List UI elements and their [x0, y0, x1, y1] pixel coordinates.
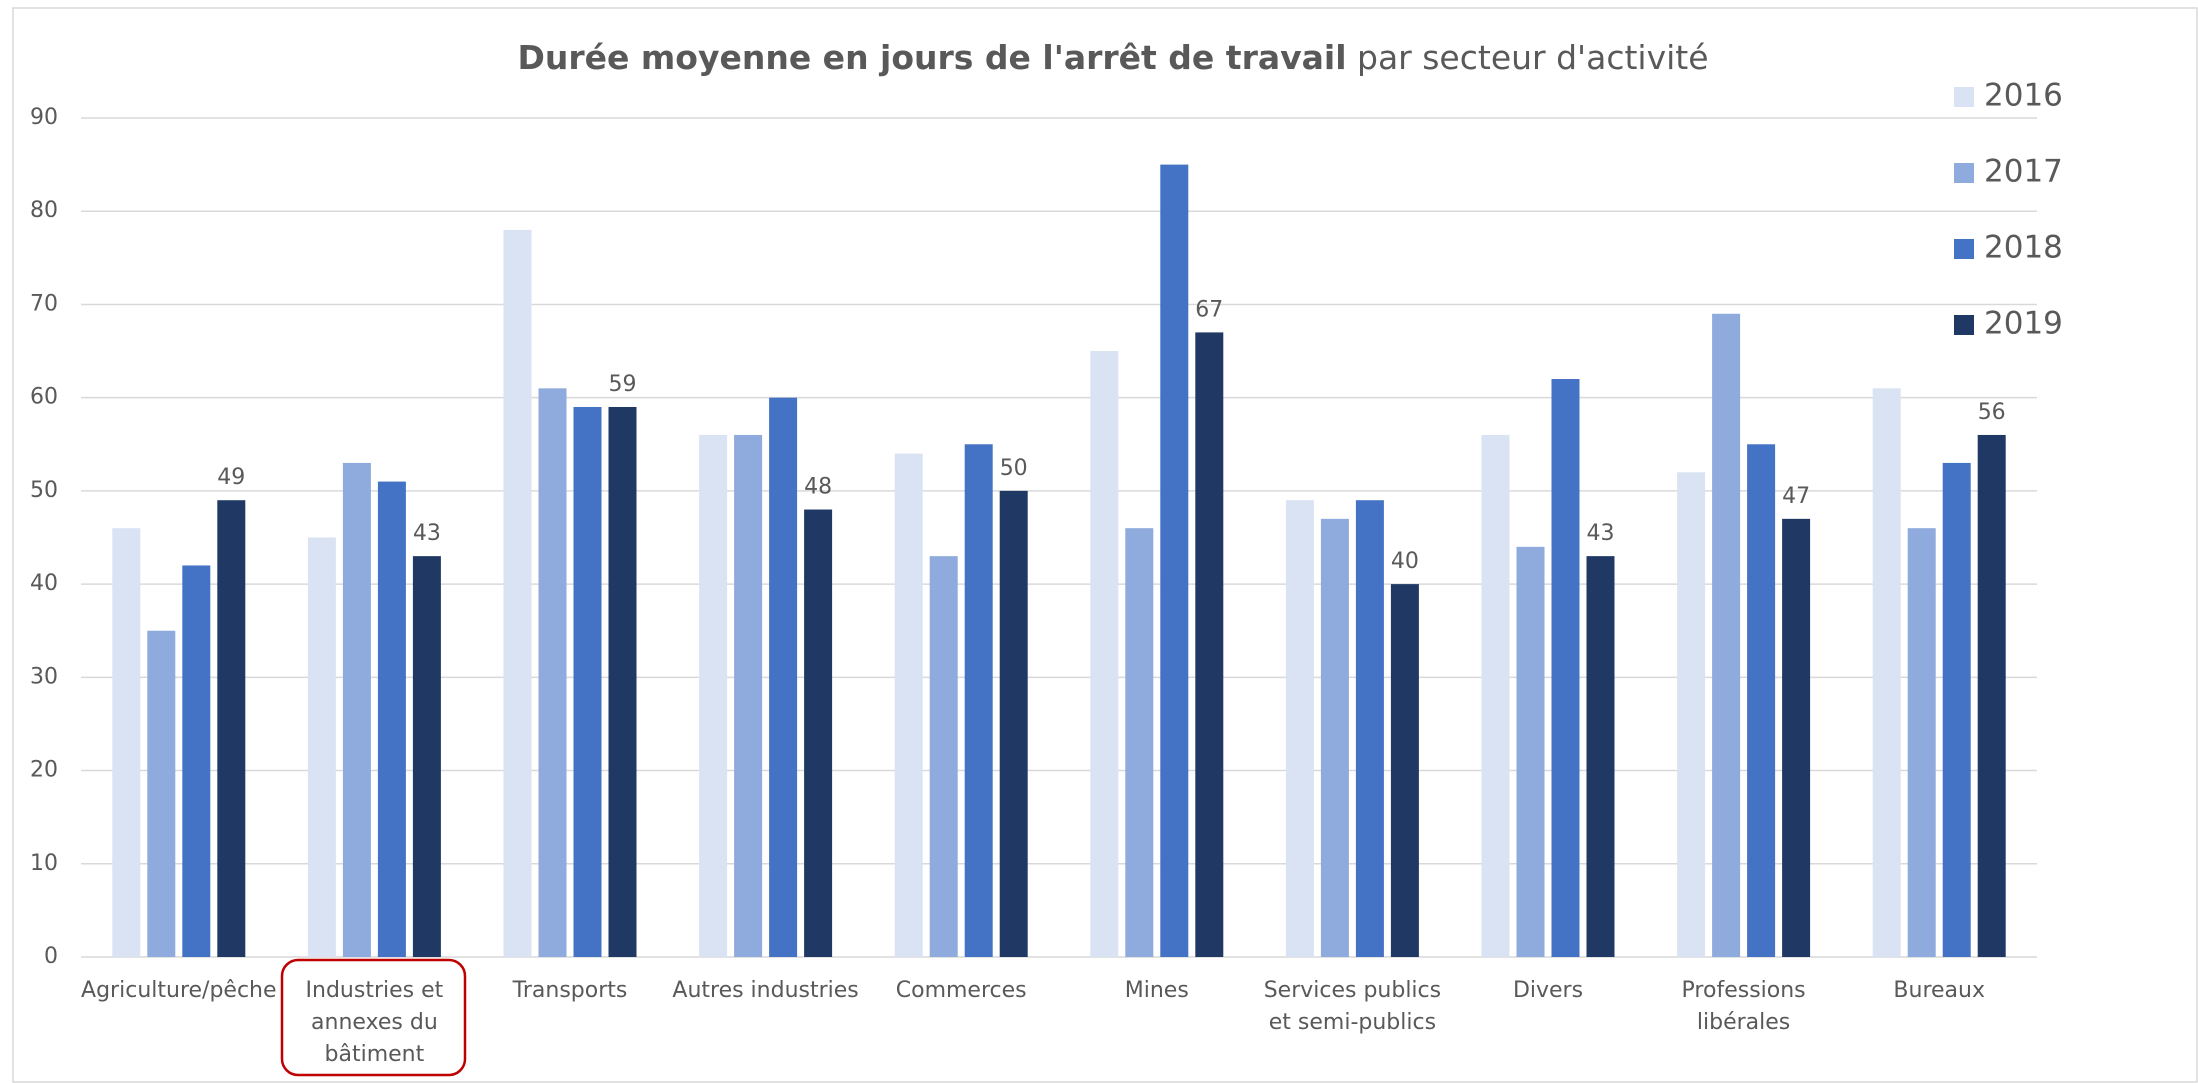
x-tick-label: Industries et annexes du bâtiment: [306, 978, 444, 1067]
x-tick-label: Transports: [512, 978, 628, 1003]
bar: [1481, 434, 1510, 957]
data-label: 50: [1000, 456, 1028, 481]
bar: [1355, 500, 1384, 957]
bar: [1747, 444, 1776, 957]
bar: [1677, 472, 1706, 957]
bar: [699, 434, 728, 957]
bar: [1125, 528, 1154, 957]
bar: [217, 500, 246, 957]
x-tick-label: Autres industries: [672, 978, 858, 1003]
bar: [182, 565, 211, 957]
x-tick-line: Professions: [1682, 978, 1806, 1003]
x-tick-line: Services publics: [1264, 978, 1441, 1003]
legend-swatch: [1954, 87, 1974, 107]
bar: [1551, 379, 1580, 957]
x-tick-label: Mines: [1125, 978, 1189, 1003]
legend-label: 2019: [1984, 306, 2063, 342]
x-tick-line: libérales: [1697, 1010, 1790, 1035]
bar: [1712, 313, 1741, 957]
x-tick-label: Professions libérales: [1682, 978, 1806, 1035]
data-label: 48: [804, 475, 832, 500]
title-rest: par secteur d'activité: [1357, 38, 1709, 77]
y-tick-label: 0: [44, 944, 58, 969]
bar: [1285, 500, 1314, 957]
data-label: 47: [1782, 484, 1810, 509]
bar: [964, 444, 993, 957]
x-tick-line: Agriculture/pêche: [81, 978, 276, 1003]
data-label: 56: [1978, 400, 2006, 425]
bar: [503, 229, 532, 957]
bar: [573, 406, 602, 957]
bar: [999, 490, 1028, 957]
bar: [894, 453, 923, 957]
bar: [1586, 556, 1615, 957]
bar: [1160, 164, 1189, 958]
y-tick-label: 50: [30, 478, 58, 503]
bar: [412, 556, 441, 957]
legend-swatch: [1954, 163, 1974, 183]
bar: [769, 397, 798, 958]
bar: [1195, 332, 1224, 957]
bar: [804, 509, 833, 957]
bar: [734, 434, 763, 957]
title-bold: Durée moyenne en jours de l'arrêt de tra…: [517, 38, 1346, 77]
x-tick-line: Bureaux: [1893, 978, 1985, 1003]
legend-label: 2017: [1984, 154, 2063, 190]
x-tick-line: annexes du: [311, 1010, 438, 1035]
y-tick-label: 80: [30, 198, 58, 223]
bar: [1090, 351, 1119, 957]
highlight-box: [280, 958, 467, 1077]
bar: [1872, 388, 1901, 957]
x-tick-line: Mines: [1125, 978, 1189, 1003]
bar: [307, 537, 336, 957]
legend-label: 2018: [1984, 230, 2063, 266]
bar: [377, 481, 406, 957]
x-tick-line: bâtiment: [325, 1042, 425, 1067]
x-tick-label: Services publics et semi-publics: [1264, 978, 1441, 1035]
x-tick-label: Commerces: [896, 978, 1027, 1003]
x-tick-line: et semi-publics: [1269, 1010, 1436, 1035]
legend-swatch: [1954, 239, 1974, 259]
bar: [1977, 434, 2006, 957]
y-tick-label: 30: [30, 664, 58, 689]
x-tick-label: Divers: [1513, 978, 1583, 1003]
data-label: 43: [413, 521, 441, 546]
bar: [1907, 528, 1936, 957]
data-label: 49: [217, 465, 245, 490]
legend-swatch: [1954, 315, 1974, 335]
bar: [608, 406, 637, 957]
y-tick-label: 60: [30, 385, 58, 410]
y-tick-label: 90: [30, 105, 58, 130]
bar: [929, 556, 958, 957]
data-label: 43: [1587, 521, 1615, 546]
data-label: 59: [609, 372, 637, 397]
y-tick-label: 40: [30, 571, 58, 596]
x-tick-line: Commerces: [896, 978, 1027, 1003]
x-tick-line: Industries et: [306, 978, 444, 1003]
bar: [342, 462, 371, 957]
bar: [147, 630, 176, 957]
bar: [112, 528, 141, 957]
y-tick-label: 70: [30, 291, 58, 316]
x-tick-line: Autres industries: [672, 978, 858, 1003]
x-tick-line: Transports: [512, 978, 628, 1003]
bar: [1320, 518, 1349, 957]
bar: [1942, 462, 1971, 957]
bar: [538, 388, 567, 957]
legend-label: 2016: [1984, 78, 2063, 114]
y-tick-label: 10: [30, 851, 58, 876]
y-tick-label: 20: [30, 758, 58, 783]
data-label: 40: [1391, 549, 1419, 574]
bar: [1390, 584, 1419, 957]
x-tick-line: Divers: [1513, 978, 1583, 1003]
bar: [1782, 518, 1811, 957]
x-tick-label: Agriculture/pêche: [81, 978, 276, 1003]
bar: [1516, 546, 1545, 957]
chart-title: Durée moyenne en jours de l'arrêt de tra…: [517, 38, 1708, 77]
data-label: 67: [1195, 297, 1223, 322]
x-tick-label: Bureaux: [1893, 978, 1985, 1003]
